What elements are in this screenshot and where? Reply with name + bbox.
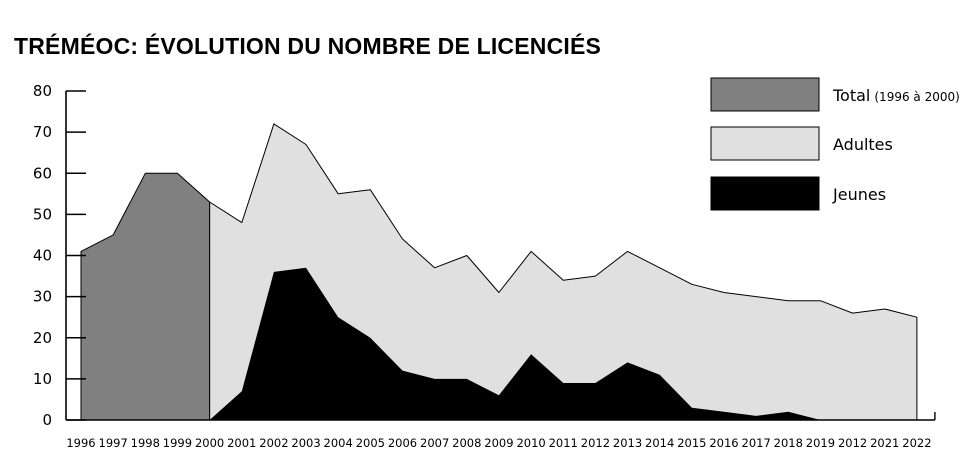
y-tick-label: 40 [33,247,52,265]
legend-swatch-total [710,77,820,112]
legend-swatch-jeunes [710,176,820,211]
y-tick-label: 0 [42,411,52,429]
x-tick-label: 2015 [677,436,706,450]
x-tick-label: 2014 [645,436,674,450]
y-tick-label: 80 [33,82,52,100]
x-tick-label: 2004 [324,436,353,450]
y-tick-label: 20 [33,329,52,347]
y-tick-label: 50 [33,205,52,223]
legend-label-jeunes: Jeunes [832,185,886,204]
x-tick-label: 2006 [388,436,417,450]
area-total [80,172,211,421]
chart-title: TRÉMÉOC: ÉVOLUTION DU NOMBRE DE LICENCIÉ… [14,33,602,59]
legend-swatch-adultes [710,126,820,161]
x-tick-label: 1999 [163,436,192,450]
x-tick-label: 2017 [742,436,771,450]
legend: Total (1996 à 2000) Adultes Jeunes [710,77,960,211]
area-jeunes [209,267,917,420]
x-tick-label: 2007 [420,436,449,450]
x-tick-label: 2021 [870,436,899,450]
y-tick-label: 30 [33,288,52,306]
legend-label-total: Total (1996 à 2000) [832,86,960,105]
x-tick-label: 2005 [356,436,385,450]
y-tick-label: 10 [33,370,52,388]
x-axis-ticks: 1996 1997 1998 1999 2000 2001 2002 2003 2004 2005… [66,436,931,450]
x-tick-label: 2013 [613,436,642,450]
x-tick-label: 2018 [774,436,803,450]
x-tick-label: 2003 [291,436,320,450]
x-tick-label: 2000 [195,436,224,450]
y-tick-label: 60 [33,164,52,182]
x-tick-label: 2012 [838,436,867,450]
x-tick-label: 2010 [516,436,545,450]
legend-label-adultes: Adultes [833,135,893,154]
x-tick-label: 2009 [484,436,513,450]
x-tick-label: 1996 [66,436,95,450]
x-tick-label: 2011 [549,436,578,450]
x-tick-label: 2008 [452,436,481,450]
x-tick-label: 2002 [259,436,288,450]
x-tick-label: 1998 [131,436,160,450]
y-tick-label: 70 [33,123,52,141]
x-tick-label: 2012 [581,436,610,450]
chart-areas [80,123,918,421]
x-tick-label: 2022 [902,436,931,450]
x-tick-label: 2001 [227,436,256,450]
x-tick-label: 2016 [709,436,738,450]
x-tick-label: 2019 [806,436,835,450]
y-axis-ticks: 0 10 20 30 40 50 60 70 80 [33,82,86,429]
x-tick-label: 1997 [99,436,128,450]
